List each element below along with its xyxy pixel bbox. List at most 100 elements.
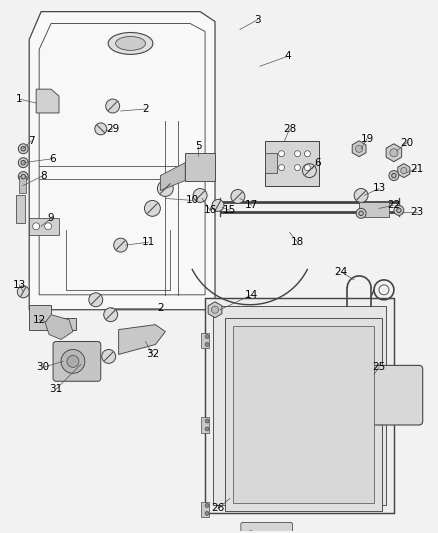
Circle shape xyxy=(21,174,25,179)
Circle shape xyxy=(294,165,300,171)
Circle shape xyxy=(304,151,311,157)
Text: 12: 12 xyxy=(32,314,46,325)
Text: 24: 24 xyxy=(335,267,348,277)
Circle shape xyxy=(18,172,28,182)
Polygon shape xyxy=(29,305,76,329)
Circle shape xyxy=(205,343,209,346)
Circle shape xyxy=(212,199,224,212)
Circle shape xyxy=(356,145,363,152)
Circle shape xyxy=(205,427,209,431)
Circle shape xyxy=(356,208,366,219)
Circle shape xyxy=(61,350,85,373)
Text: 25: 25 xyxy=(372,362,385,373)
Circle shape xyxy=(145,200,160,216)
FancyBboxPatch shape xyxy=(53,342,101,381)
Polygon shape xyxy=(36,89,59,113)
Text: 16: 16 xyxy=(203,205,217,215)
Text: 21: 21 xyxy=(410,164,424,174)
FancyBboxPatch shape xyxy=(353,365,423,425)
Text: 20: 20 xyxy=(400,138,413,148)
Bar xyxy=(225,318,382,512)
Text: 10: 10 xyxy=(186,196,199,205)
Text: 3: 3 xyxy=(254,14,261,25)
Circle shape xyxy=(33,223,40,230)
Text: 30: 30 xyxy=(36,362,49,373)
Text: 14: 14 xyxy=(245,290,258,300)
Bar xyxy=(359,203,389,217)
Bar xyxy=(16,196,25,223)
Circle shape xyxy=(21,147,25,151)
Circle shape xyxy=(102,350,116,364)
Text: 6: 6 xyxy=(314,158,321,168)
Circle shape xyxy=(95,123,107,135)
Circle shape xyxy=(246,531,255,533)
Circle shape xyxy=(17,286,29,298)
Circle shape xyxy=(294,151,300,157)
Text: 2: 2 xyxy=(157,303,164,313)
Text: 9: 9 xyxy=(48,213,54,223)
Text: 7: 7 xyxy=(28,136,35,146)
Circle shape xyxy=(354,189,368,203)
Bar xyxy=(19,175,26,193)
Circle shape xyxy=(392,173,396,178)
Ellipse shape xyxy=(116,36,145,51)
Text: 2: 2 xyxy=(142,104,149,114)
Text: 28: 28 xyxy=(283,124,296,134)
Bar xyxy=(265,153,277,173)
Text: 23: 23 xyxy=(410,207,424,217)
Polygon shape xyxy=(160,163,185,190)
Text: 17: 17 xyxy=(245,200,258,211)
Text: 29: 29 xyxy=(106,124,119,134)
Circle shape xyxy=(390,149,398,157)
Polygon shape xyxy=(386,144,402,161)
Circle shape xyxy=(21,160,25,165)
Text: 18: 18 xyxy=(291,237,304,247)
Circle shape xyxy=(279,151,285,157)
Text: 11: 11 xyxy=(142,237,155,247)
Text: 13: 13 xyxy=(372,183,385,193)
Circle shape xyxy=(231,190,245,204)
Text: 22: 22 xyxy=(387,200,400,211)
Ellipse shape xyxy=(108,33,153,54)
Bar xyxy=(233,326,374,504)
Text: 8: 8 xyxy=(40,171,46,181)
Circle shape xyxy=(401,167,407,174)
Bar xyxy=(201,417,209,433)
Circle shape xyxy=(45,223,52,230)
Bar xyxy=(29,219,59,235)
Text: 32: 32 xyxy=(146,350,159,359)
Polygon shape xyxy=(119,325,165,354)
Text: 13: 13 xyxy=(13,280,26,290)
Circle shape xyxy=(394,205,404,215)
Circle shape xyxy=(114,238,127,252)
Polygon shape xyxy=(208,302,222,318)
Text: 4: 4 xyxy=(284,51,291,61)
Text: 19: 19 xyxy=(360,134,374,144)
Circle shape xyxy=(303,164,316,177)
Circle shape xyxy=(67,356,79,367)
Circle shape xyxy=(205,504,209,507)
Text: 5: 5 xyxy=(195,141,201,151)
Circle shape xyxy=(157,181,173,197)
Bar xyxy=(265,141,319,185)
Bar xyxy=(205,298,394,513)
Circle shape xyxy=(193,189,207,203)
Circle shape xyxy=(304,165,311,171)
Bar xyxy=(201,333,209,349)
Circle shape xyxy=(397,208,401,213)
Circle shape xyxy=(89,293,103,307)
Text: 15: 15 xyxy=(223,205,237,215)
Circle shape xyxy=(279,165,285,171)
Circle shape xyxy=(389,171,399,181)
Circle shape xyxy=(106,99,120,113)
Text: 6: 6 xyxy=(50,154,57,164)
Polygon shape xyxy=(29,12,215,310)
Polygon shape xyxy=(352,141,366,157)
Circle shape xyxy=(359,211,364,215)
Circle shape xyxy=(212,306,219,313)
Circle shape xyxy=(205,419,209,423)
Bar xyxy=(201,502,209,518)
Text: 26: 26 xyxy=(212,504,225,513)
Circle shape xyxy=(18,144,28,154)
Circle shape xyxy=(205,335,209,338)
